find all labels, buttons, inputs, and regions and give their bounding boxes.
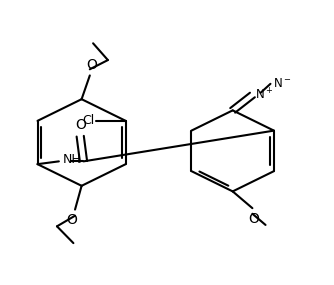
Text: N$^-$: N$^-$ <box>273 77 291 90</box>
Text: Cl: Cl <box>82 114 95 127</box>
Text: NH: NH <box>63 153 82 166</box>
Text: O: O <box>86 58 97 72</box>
Text: O: O <box>66 213 77 227</box>
Text: N$^+$: N$^+$ <box>255 87 273 103</box>
Text: O: O <box>75 118 86 132</box>
Text: O: O <box>248 211 260 225</box>
